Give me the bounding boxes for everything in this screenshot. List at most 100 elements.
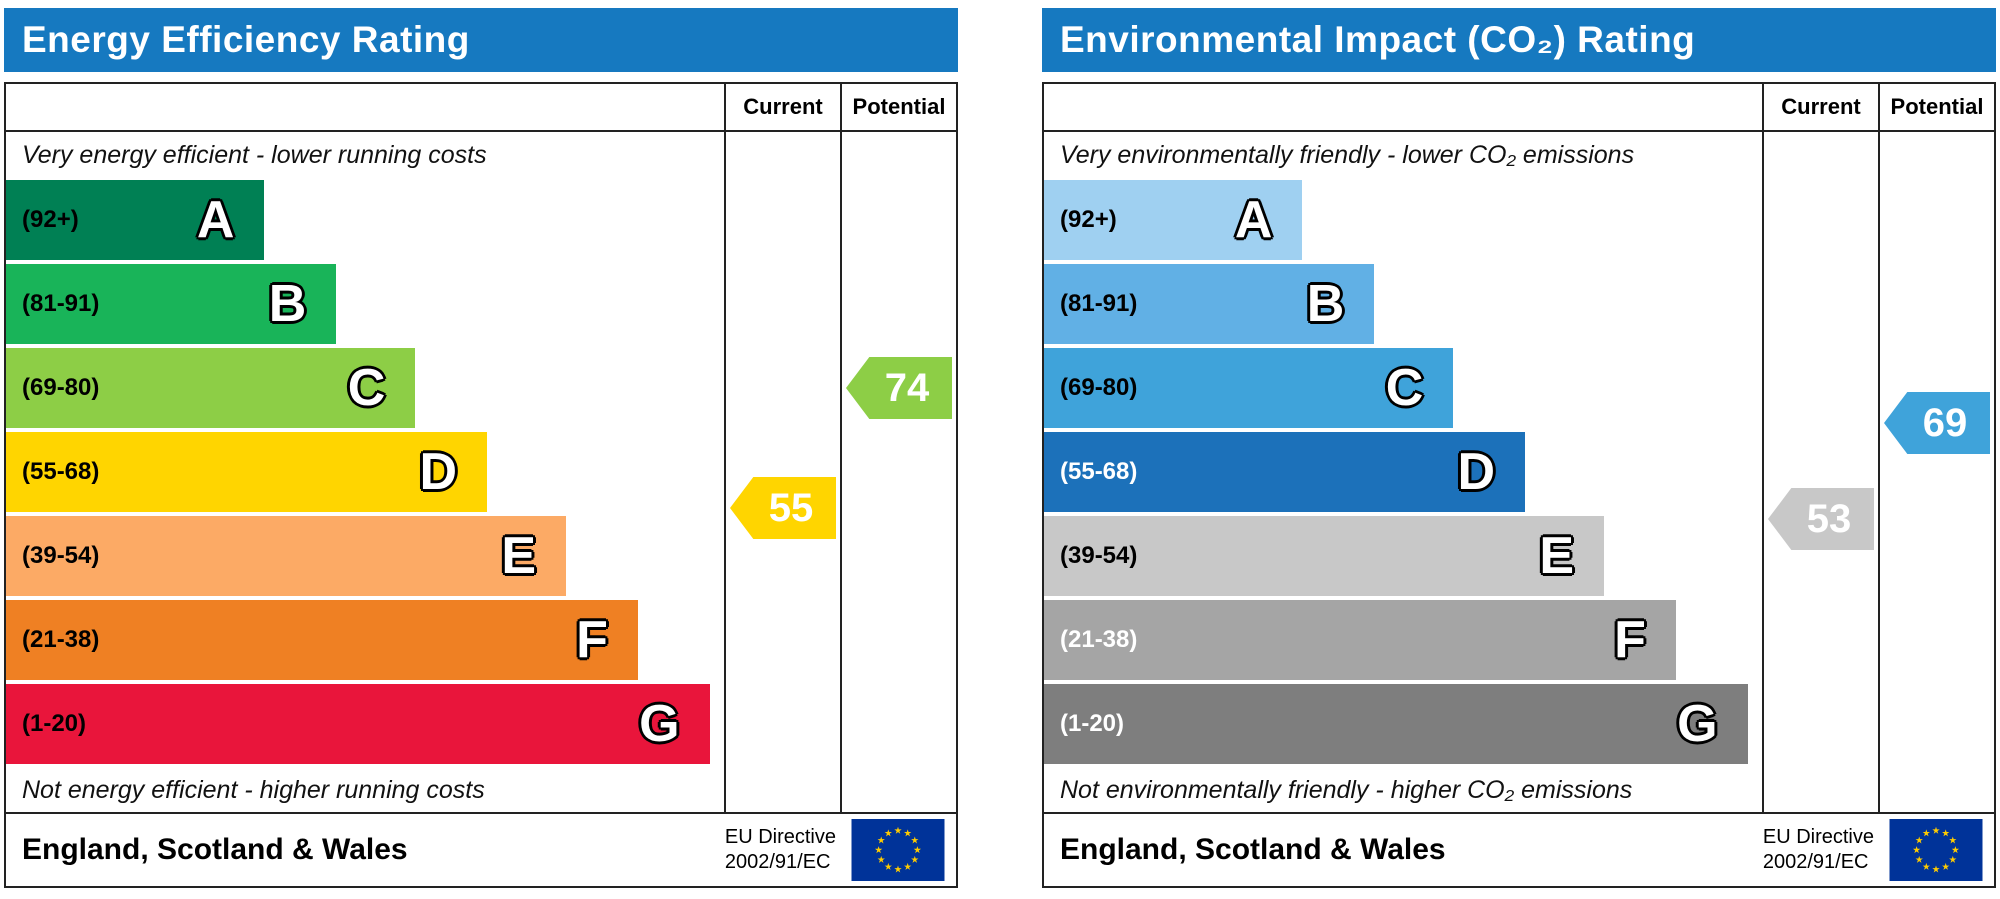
eu-flag-stars: [1912, 826, 1960, 873]
band-f: (21-38) F: [1044, 600, 1676, 680]
current-column: 55: [724, 132, 840, 812]
band-column-header-spacer: [6, 84, 724, 130]
top-caption: Very environmentally friendly - lower CO…: [1060, 140, 1635, 169]
band-b: (81-91) B: [1044, 264, 1375, 344]
bottom-caption: Not environmentally friendly - higher CO…: [1060, 775, 1633, 804]
potential-column-header: Potential: [840, 84, 956, 130]
band-letter: E: [1539, 527, 1575, 585]
table-footer: England, Scotland & Wales EU Directive 2…: [1044, 812, 1994, 886]
panel-title-bar: Environmental Impact (CO₂) Rating: [1042, 8, 1996, 72]
panel-title: Environmental Impact (CO₂) Rating: [1060, 19, 1696, 60]
potential-rating-arrow: 74: [846, 357, 952, 419]
band-range-label: (21-38): [22, 626, 100, 653]
current-rating-arrow: 55: [730, 477, 836, 539]
band-letter: G: [1677, 695, 1718, 753]
band-row-a: (92+) A: [6, 178, 724, 262]
eu-directive-label: EU Directive 2002/91/EC: [725, 825, 836, 875]
eu-directive-line1: EU Directive: [1762, 826, 1874, 848]
band-d: (55-68) D: [6, 432, 488, 512]
band-g: (1-20) G: [6, 684, 710, 764]
band-row-d: (55-68) D: [1044, 430, 1762, 514]
table-body: Very energy efficient - lower running co…: [6, 132, 956, 812]
current-column: 53: [1762, 132, 1878, 812]
band-row-f: (21-38) F: [6, 598, 724, 682]
band-letter: B: [268, 275, 307, 333]
band-range-label: (55-68): [22, 458, 100, 485]
table-header-row: Current Potential: [1044, 84, 1994, 132]
bands-area: Very energy efficient - lower running co…: [6, 132, 724, 812]
band-letter: C: [347, 359, 386, 417]
environmental-impact-rating-panel: Environmental Impact (CO₂) Rating Curren…: [1042, 8, 1996, 891]
table-body: Very environmentally friendly - lower CO…: [1044, 132, 1994, 812]
region-label: England, Scotland & Wales: [1060, 833, 1446, 866]
eu-directive-line2: 2002/91/EC: [724, 851, 831, 873]
bottom-caption: Not energy efficient - higher running co…: [22, 775, 485, 804]
potential-column: 74: [840, 132, 956, 812]
panel-title: Energy Efficiency Rating: [22, 19, 470, 60]
potential-column-header: Potential: [1878, 84, 1994, 130]
eu-flag-icon: [851, 819, 945, 881]
potential-column: 69: [1878, 132, 1994, 812]
band-letter: B: [1306, 275, 1345, 333]
band-d: (55-68) D: [1044, 432, 1526, 512]
band-row-a: (92+) A: [1044, 178, 1762, 262]
rating-table: Current Potential Very energy efficient …: [4, 82, 958, 888]
current-column-header: Current: [1762, 84, 1878, 130]
eu-directive-line2: 2002/91/EC: [1762, 851, 1869, 873]
region-label: England, Scotland & Wales: [22, 833, 408, 866]
band-row-d: (55-68) D: [6, 430, 724, 514]
band-rows: (92+) A (81-91) B (69-80) C (55-68) D (39-54) E (2…: [1044, 178, 1762, 768]
top-caption: Very energy efficient - lower running co…: [22, 140, 487, 169]
panel-title-bar: Energy Efficiency Rating: [4, 8, 958, 72]
band-c: (69-80) C: [1044, 348, 1454, 428]
band-letter: A: [1234, 191, 1273, 249]
band-letter: F: [1614, 611, 1646, 669]
band-column-header-spacer: [1044, 84, 1762, 130]
band-range-label: (92+): [22, 206, 79, 233]
band-row-b: (81-91) B: [6, 262, 724, 346]
band-b: (81-91) B: [6, 264, 337, 344]
potential-rating-arrow: 69: [1884, 392, 1990, 454]
band-row-c: (69-80) C: [6, 346, 724, 430]
band-letter: G: [639, 695, 680, 753]
band-row-e: (39-54) E: [1044, 514, 1762, 598]
band-row-f: (21-38) F: [1044, 598, 1762, 682]
eu-flag-stars: [874, 826, 922, 873]
energy-efficiency-rating-panel: Energy Efficiency Rating Current Potenti…: [4, 8, 958, 891]
band-range-label: (21-38): [1060, 626, 1138, 653]
band-range-label: (39-54): [1060, 542, 1138, 569]
eu-directive-line1: EU Directive: [724, 826, 836, 848]
table-footer: England, Scotland & Wales EU Directive 2…: [6, 812, 956, 886]
band-row-e: (39-54) E: [6, 514, 724, 598]
current-rating-arrow: 53: [1768, 488, 1874, 550]
band-a: (92+) A: [1044, 180, 1303, 260]
band-range-label: (92+): [1060, 206, 1117, 233]
band-range-label: (69-80): [1060, 374, 1138, 401]
rating-table: Current Potential Very environmentally f…: [1042, 82, 1996, 888]
band-range-label: (39-54): [22, 542, 100, 569]
band-letter: C: [1385, 359, 1424, 417]
bands-area: Very environmentally friendly - lower CO…: [1044, 132, 1762, 812]
band-letter: D: [1457, 443, 1496, 501]
band-range-label: (81-91): [1060, 290, 1138, 317]
band-range-label: (81-91): [22, 290, 100, 317]
band-range-label: (1-20): [22, 710, 87, 737]
band-row-b: (81-91) B: [1044, 262, 1762, 346]
band-f: (21-38) F: [6, 600, 638, 680]
band-letter: F: [576, 611, 608, 669]
band-e: (39-54) E: [1044, 516, 1605, 596]
eu-directive-label: EU Directive 2002/91/EC: [1763, 825, 1874, 875]
band-letter: D: [419, 443, 458, 501]
band-c: (69-80) C: [6, 348, 416, 428]
band-letter: A: [196, 191, 235, 249]
band-row-g: (1-20) G: [1044, 682, 1762, 766]
eu-flag-icon: [1889, 819, 1983, 881]
band-a: (92+) A: [6, 180, 265, 260]
band-range-label: (55-68): [1060, 458, 1138, 485]
current-column-header: Current: [724, 84, 840, 130]
band-row-c: (69-80) C: [1044, 346, 1762, 430]
band-e: (39-54) E: [6, 516, 567, 596]
band-rows: (92+) A (81-91) B (69-80) C (55-68) D (39-54) E (2…: [6, 178, 724, 768]
band-row-g: (1-20) G: [6, 682, 724, 766]
